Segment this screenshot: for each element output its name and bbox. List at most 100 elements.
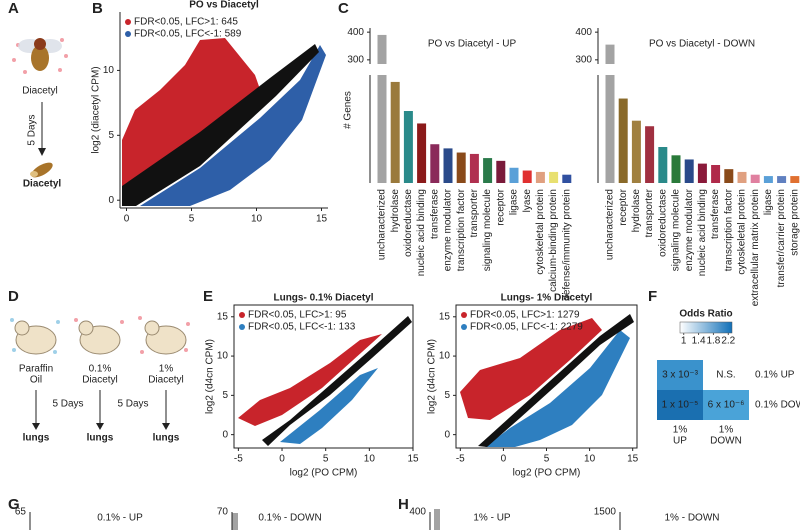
bar: [377, 75, 387, 183]
legend-marker: [125, 31, 131, 37]
heatmap-cell: [703, 390, 749, 420]
category-label: cytoskeletal protein: [535, 189, 546, 275]
chart-title: PO vs Diacetyl: [189, 0, 259, 11]
bar: [549, 171, 559, 183]
chart-title: Lungs- 0.1% Diacetyl: [273, 293, 373, 304]
legend-label: FDR<0.05, LFC<-1: 589: [134, 29, 242, 40]
x-axis-label: log2 (PO CPM): [513, 468, 581, 479]
group-label: Paraffin: [19, 364, 53, 375]
duration-label: 5 Days: [117, 399, 148, 410]
cell-label: N.S.: [716, 370, 735, 381]
arrow-head: [38, 148, 46, 156]
bar: [377, 34, 387, 64]
y-axis-label: log2 (d4cn CPM): [205, 339, 216, 414]
category-label: nucleic acid binding: [697, 189, 708, 276]
bar: [697, 163, 707, 183]
x-tick-label: 10: [584, 454, 596, 465]
col-label: 1%: [673, 425, 688, 436]
point-cloud: [122, 38, 634, 447]
row-label: 0.1% DOWN: [755, 400, 800, 411]
outcome-label: lungs: [153, 433, 180, 444]
y-tick-label: 70: [217, 507, 229, 518]
x-tick-label: 10: [251, 214, 263, 225]
category-label: storage protein: [789, 189, 800, 256]
bar: [509, 167, 519, 183]
x-axis-label: log2 (PO CPM): [290, 468, 358, 479]
x-tick-label: -5: [456, 454, 465, 465]
y-tick-label: 15: [217, 311, 229, 322]
y-tick-label: 0: [108, 195, 114, 206]
category-label: receptor: [495, 188, 506, 225]
bar: [645, 126, 655, 183]
legend-label: FDR<0.05, LFC<-1: 2279: [470, 322, 583, 333]
bar: [790, 176, 800, 183]
category-label: extracellular matrix protein: [750, 189, 761, 306]
cell-label: 3 x 10⁻³: [662, 370, 699, 381]
bar: [618, 98, 628, 183]
condition-label: Diacetyl: [22, 86, 58, 97]
y-tick-label: 0: [222, 429, 228, 440]
group-label: 0.1%: [89, 364, 112, 375]
panel-label: H: [398, 496, 409, 513]
bar: [562, 174, 572, 183]
category-label: uncharacterized: [377, 189, 388, 260]
arrow-heads: [32, 423, 170, 430]
chart-title: 0.1% - UP: [97, 513, 143, 524]
category-label: transfer/carrier protein: [776, 189, 787, 287]
mouse-icons: [10, 316, 190, 355]
chart-title: PO vs Diacetyl - UP: [428, 39, 517, 50]
bar: [684, 159, 694, 183]
y-tick-label: 10: [103, 65, 115, 76]
cell-label: 1 x 10⁻⁵: [662, 400, 699, 411]
y-tick-label: 5: [222, 390, 228, 401]
bar: [605, 44, 615, 64]
row-label: 0.1% UP: [755, 370, 795, 381]
heatmap-cell: [657, 360, 703, 390]
category-label: lyase: [522, 189, 533, 213]
bar: [430, 144, 440, 183]
y-tick-label: 300: [347, 54, 364, 65]
category-label: calcium-binding protein: [548, 189, 559, 292]
x-tick-label: 15: [316, 214, 328, 225]
legend-marker: [461, 312, 467, 318]
category-label: transferase: [429, 189, 440, 239]
colorbar-tick-label: 1: [681, 336, 687, 347]
colorbar-title: Odds Ratio: [679, 309, 732, 320]
y-tick-label: 5: [108, 130, 114, 141]
group-label: 1%: [159, 364, 174, 375]
category-label: transcription factor: [723, 188, 734, 271]
category-label: transferase: [710, 189, 721, 239]
y-tick-label: 300: [575, 54, 592, 65]
bar: [750, 174, 760, 183]
bar: [522, 170, 532, 183]
category-label: hydrolase: [631, 189, 642, 233]
category-label: nucleic acid binding: [416, 189, 427, 276]
condition-label: Diacetyl: [23, 179, 62, 190]
legend-label: FDR<0.05, LFC>1: 95: [248, 310, 347, 321]
legend-label: FDR<0.05, LFC>1: 1279: [470, 310, 580, 321]
category-label: receptor: [618, 188, 629, 225]
y-tick-label: 15: [439, 311, 451, 322]
y-tick-label: 400: [409, 507, 426, 518]
duration-label: 5 Days: [27, 114, 38, 145]
cell-label: 6 x 10⁻⁶: [708, 400, 745, 411]
chart-title: 1% - DOWN: [665, 513, 720, 524]
outcome-label: lungs: [87, 433, 114, 444]
panel-label: G: [8, 496, 20, 513]
panel-label: E: [203, 288, 213, 305]
category-label: enzyme modulator: [443, 188, 454, 271]
category-label: transporter: [644, 188, 655, 237]
panel-label: C: [338, 0, 349, 17]
y-axis-label: # Genes: [343, 91, 354, 129]
panel-label: F: [648, 288, 657, 305]
bar: [390, 81, 400, 183]
x-tick-label: 0: [279, 454, 285, 465]
category-label: transporter: [469, 188, 480, 237]
legend-marker: [239, 312, 245, 318]
bar: [777, 176, 787, 183]
x-tick-label: 5: [189, 214, 195, 225]
bar: [496, 160, 506, 183]
category-label: ligase: [509, 189, 520, 216]
category-label: signaling molecule: [482, 189, 493, 272]
heatmap-cell: [703, 360, 749, 390]
